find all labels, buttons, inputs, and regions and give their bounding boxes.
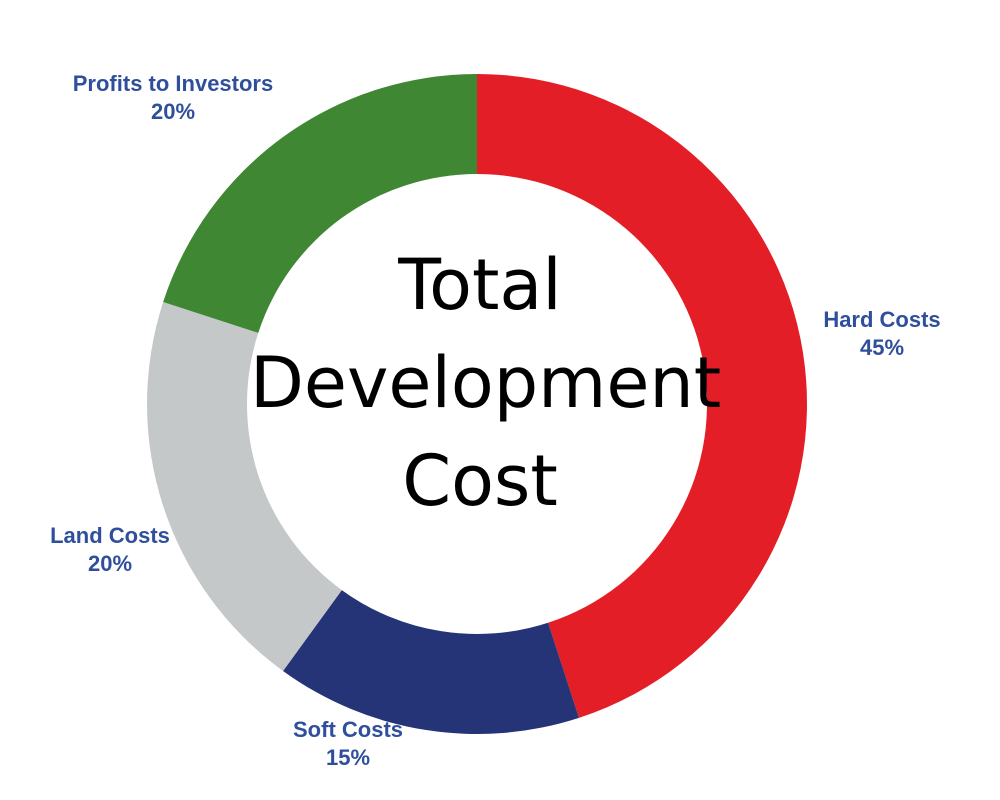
slice-category-label: Land Costs [50, 523, 170, 548]
donut-slice-land-costs [147, 302, 342, 671]
donut-slice-soft-costs [283, 590, 579, 734]
donut-slices [147, 74, 807, 734]
donut-slice-profits-to-investors [163, 74, 477, 333]
slice-category-label: Profits to Investors [72, 71, 274, 96]
slice-label-hard-costs: Hard Costs 45% [782, 306, 982, 362]
chart-center-title: Total Development Cost [250, 236, 722, 530]
slice-label-profits-to-investors: Profits to Investors 20% [38, 70, 308, 126]
center-title-line-2: Development [250, 342, 722, 424]
slice-value-label: 20% [87, 551, 133, 576]
donut-slice-hard-costs [477, 74, 807, 718]
slice-value-label: 45% [859, 335, 905, 360]
slice-category-label: Hard Costs [823, 307, 941, 332]
slice-label-land-costs: Land Costs 20% [10, 522, 210, 578]
slice-value-label: 20% [150, 99, 196, 124]
slice-value-label: 15% [325, 745, 371, 770]
center-title-line-3: Cost [402, 440, 558, 522]
slice-category-label: Soft Costs [293, 717, 403, 742]
center-title-line-1: Total [398, 244, 562, 326]
slice-label-soft-costs: Soft Costs 15% [258, 716, 438, 772]
